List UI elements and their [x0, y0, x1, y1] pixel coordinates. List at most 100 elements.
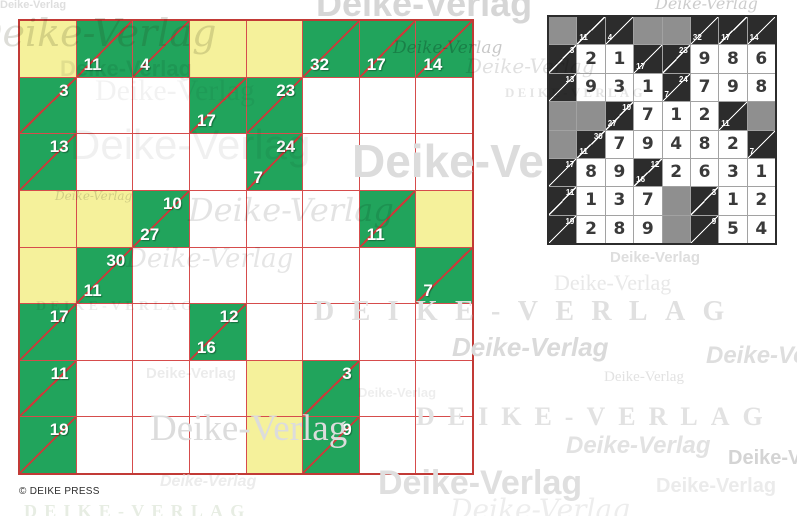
across-clue-number: 9 — [711, 216, 717, 226]
puzzle-empty-cell-r7c2[interactable] — [133, 417, 189, 473]
solution-digit: 7 — [698, 76, 711, 97]
puzzle-empty-cell-r7c3[interactable] — [189, 417, 246, 473]
across-clue-number: 13 — [49, 137, 69, 157]
puzzle-empty-cell-r5c4[interactable] — [246, 304, 303, 360]
solution-clue-cell-r4c1: 30 11 — [577, 130, 605, 158]
puzzle-clue-cell-r5c3: 12 16 — [189, 304, 246, 360]
puzzle-empty-cell-r6c3[interactable] — [189, 360, 246, 417]
solution-digit: 1 — [585, 190, 597, 211]
solution-digit: 2 — [585, 218, 597, 239]
solution-clue-cell-r2c0: 13 — [549, 73, 577, 102]
kakuro-puzzle-grid: 11 4 32 17 14 3 17 23 13 24 7 10 27 11 30 11 7 17 12 16 11 3 1… — [18, 19, 474, 475]
puzzle-block-cell-r7c4 — [246, 417, 303, 473]
solution-digit: 3 — [613, 190, 626, 211]
puzzle-empty-cell-r4c6[interactable] — [359, 247, 416, 304]
solution-clue-cell-r1c3: 17 — [634, 45, 662, 73]
solution-digit: 6 — [698, 162, 711, 183]
kakuro-solution-grid: 11 4 32 17 14 3 2 1 17 23 9 8 6 13 9 3 1 24 7 7 9 8 10 27 7 1 2 11 3… — [547, 15, 777, 245]
puzzle-clue-cell-r7c0: 19 — [20, 417, 76, 473]
watermark-text: Deike-Verlag — [554, 270, 672, 295]
down-clue-number: 17 — [636, 61, 646, 71]
puzzle-empty-cell-r6c6[interactable] — [359, 360, 416, 417]
solution-empty-cell-r6c3: 7 — [634, 187, 662, 215]
puzzle-block-cell-r0c3 — [189, 21, 246, 77]
down-clue-number: 4 — [140, 54, 150, 74]
solution-clue-cell-r0c5: 32 — [690, 17, 719, 45]
puzzle-empty-cell-r1c6[interactable] — [359, 77, 416, 134]
solution-clue-cell-r5c0: 17 — [549, 158, 577, 187]
puzzle-block-cell-r3c0 — [20, 190, 76, 247]
puzzle-empty-cell-r2c7[interactable] — [416, 134, 472, 190]
puzzle-empty-cell-r6c2[interactable] — [133, 360, 189, 417]
solution-block-cell-r0c4 — [662, 17, 690, 45]
solution-digit: 5 — [727, 218, 739, 239]
watermark-text: Deike-Verlag — [656, 475, 777, 497]
puzzle-empty-cell-r1c1[interactable] — [76, 77, 133, 134]
puzzle-clue-cell-r0c7: 14 — [416, 21, 472, 77]
across-clue-number: 30 — [106, 250, 126, 270]
puzzle-empty-cell-r2c2[interactable] — [133, 134, 189, 190]
puzzle-empty-cell-r1c2[interactable] — [133, 77, 189, 134]
down-clue-number: 27 — [607, 118, 617, 128]
down-clue-number: 11 — [83, 281, 102, 301]
across-clue-number: 12 — [650, 159, 660, 169]
down-clue-number: 32 — [310, 54, 330, 74]
puzzle-empty-cell-r4c2[interactable] — [133, 247, 189, 304]
solution-empty-cell-r3c3: 7 — [634, 102, 662, 130]
solution-empty-cell-r5c1: 8 — [577, 158, 605, 187]
solution-empty-cell-r6c2: 3 — [605, 187, 634, 215]
puzzle-block-cell-r0c0 — [20, 21, 76, 77]
puzzle-empty-cell-r5c6[interactable] — [359, 304, 416, 360]
puzzle-empty-cell-r2c6[interactable] — [359, 134, 416, 190]
puzzle-clue-cell-r1c3: 17 — [189, 77, 246, 134]
across-clue-number: 23 — [276, 80, 296, 100]
puzzle-empty-cell-r5c2[interactable] — [133, 304, 189, 360]
solution-clue-cell-r1c0: 3 — [549, 45, 577, 73]
puzzle-empty-cell-r3c3[interactable] — [189, 190, 246, 247]
puzzle-empty-cell-r6c1[interactable] — [76, 360, 133, 417]
puzzle-clue-cell-r6c0: 11 — [20, 360, 76, 417]
solution-empty-cell-r5c4: 2 — [662, 158, 690, 187]
across-clue-number: 10 — [162, 193, 182, 213]
solution-empty-cell-r4c3: 9 — [634, 130, 662, 158]
solution-digit: 9 — [613, 162, 626, 183]
solution-digit: 1 — [755, 162, 768, 183]
puzzle-empty-cell-r2c1[interactable] — [76, 134, 133, 190]
puzzle-empty-cell-r7c7[interactable] — [416, 417, 472, 473]
down-clue-number: 16 — [196, 337, 216, 357]
puzzle-empty-cell-r1c7[interactable] — [416, 77, 472, 134]
puzzle-empty-cell-r5c5[interactable] — [303, 304, 359, 360]
puzzle-empty-cell-r7c6[interactable] — [359, 417, 416, 473]
puzzle-empty-cell-r1c5[interactable] — [303, 77, 359, 134]
solution-empty-cell-r4c6: 2 — [719, 130, 747, 158]
puzzle-block-cell-r6c4 — [246, 360, 303, 417]
solution-digit: 7 — [641, 190, 654, 211]
solution-clue-cell-r2c4: 24 7 — [662, 73, 690, 102]
solution-empty-cell-r1c5: 9 — [690, 45, 719, 73]
puzzle-empty-cell-r2c3[interactable] — [189, 134, 246, 190]
across-clue-number: 11 — [565, 188, 575, 198]
watermark-text: Deike-Verlag — [0, 0, 67, 11]
watermark-text: Deike-Ver — [706, 342, 797, 369]
puzzle-empty-cell-r6c7[interactable] — [416, 360, 472, 417]
down-clue-number: 11 — [83, 54, 102, 74]
solution-empty-cell-r2c7: 8 — [747, 73, 775, 102]
across-clue-number: 17 — [49, 307, 69, 327]
solution-digit: 8 — [755, 76, 768, 97]
puzzle-empty-cell-r4c4[interactable] — [246, 247, 303, 304]
puzzle-empty-cell-r3c5[interactable] — [303, 190, 359, 247]
puzzle-empty-cell-r7c1[interactable] — [76, 417, 133, 473]
puzzle-empty-cell-r4c3[interactable] — [189, 247, 246, 304]
across-clue-number: 13 — [565, 74, 575, 84]
solution-block-cell-r4c0 — [549, 130, 577, 158]
solution-digit: 3 — [727, 162, 739, 183]
puzzle-empty-cell-r3c4[interactable] — [246, 190, 303, 247]
puzzle-empty-cell-r4c5[interactable] — [303, 247, 359, 304]
solution-digit: 8 — [613, 218, 626, 239]
puzzle-clue-cell-r0c6: 17 — [359, 21, 416, 77]
across-clue-number: 3 — [342, 363, 352, 383]
puzzle-empty-cell-r5c1[interactable] — [76, 304, 133, 360]
solution-empty-cell-r1c1: 2 — [577, 45, 605, 73]
puzzle-empty-cell-r2c5[interactable] — [303, 134, 359, 190]
puzzle-empty-cell-r5c7[interactable] — [416, 304, 472, 360]
